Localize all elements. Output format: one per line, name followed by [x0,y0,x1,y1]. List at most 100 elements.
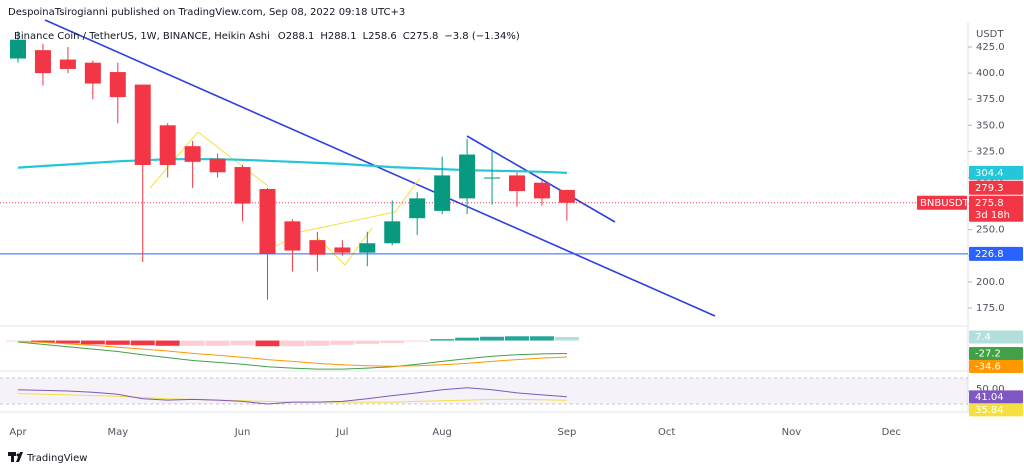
rsi-line [17,387,567,405]
macd-histogram-bar [30,340,55,343]
macd-histogram-bar [430,339,455,341]
candle-body [259,188,276,254]
x-tick-label: Dec [882,427,901,438]
candle-body [558,189,575,203]
macd-line [17,341,567,370]
macd-histogram-bar [280,340,305,347]
candle-body [284,221,301,251]
macd-histogram-bar [380,340,405,343]
x-tick-label: Oct [658,427,675,438]
ma-price-tag-bg [969,165,1023,180]
level-price-tag: 226.8 [975,249,1004,260]
macd-histogram-bar [505,336,529,341]
candle-body [509,175,525,192]
signal-tag-bg [969,359,1023,373]
y-tick-label: 250.0 [976,225,1005,236]
logo [8,452,23,462]
x-tick-label: Jun [234,427,251,438]
logo-mark [11,456,14,462]
trend-line [44,19,716,317]
candle-body [134,84,151,165]
y-tick-label: 400.0 [976,68,1005,79]
y-tick-label: 200.0 [976,277,1005,288]
plot-area [0,31,968,405]
macd-histogram-bar [405,340,430,342]
macd-histogram-bar [180,340,205,346]
trend-line [466,135,616,223]
ohlc-value: O288.1 [278,31,315,42]
x-tick-label: May [107,427,128,438]
candle-body [59,59,76,69]
y-tick-label: 425.0 [976,42,1005,53]
ohlc-value: C275.8 [403,31,439,42]
histogram-tag: 7.4 [975,332,991,343]
moving-average [17,158,567,174]
candle-body [459,154,476,199]
candle-body [384,221,401,244]
macd-histogram-bar [255,340,280,347]
rsi-ma-tag: 35.84 [975,405,1004,416]
publisher-line: DespoinaTsirogianni published on Trading… [8,7,405,18]
x-tick-label: Nov [782,427,802,438]
x-tick-label: Apr [9,427,27,438]
logo-mark [16,452,23,462]
macd-histogram-bar [554,337,579,341]
candle-body [409,198,426,219]
candle-body [159,125,176,165]
rsi-tag: 41.04 [975,392,1004,403]
signal-tag: -34.6 [975,361,1001,372]
macd-histogram-bar [455,337,480,341]
y-tick-label: 375.0 [976,94,1005,105]
candle-body [533,182,550,199]
rsi-tick-label: 50.00 [976,384,1005,395]
level-price-tag-bg [969,246,1023,261]
macd-histogram-bar [305,340,330,346]
candle-body [234,167,251,204]
x-tick-label: Jul [335,427,348,438]
macd-tag-bg [969,346,1023,360]
macd-histogram-bar [130,340,155,346]
ma-price-tag: 304.4 [975,168,1004,179]
x-tick-label: Sep [557,427,576,438]
axes: Binance Coin / TetherUS, 1W, BINANCE, He… [9,29,1023,438]
candle-body [109,72,126,98]
ohlc-value: H288.1 [320,31,356,42]
macd-histogram-bar [330,340,355,345]
macd-histogram-bar [529,336,554,341]
logo-mark [8,452,16,456]
macd-histogram-bar [480,336,505,341]
last-price-tag-bg [969,180,1023,195]
macd-histogram-bar [105,340,130,345]
x-tick-label: Aug [432,427,452,438]
countdown-tag: 3d 18h [975,210,1010,221]
y-tick-label: 325.0 [976,146,1005,157]
close-price-tag: 275.8 [975,198,1004,209]
chart-title: Binance Coin / TetherUS, 1W, BINANCE, He… [14,31,270,42]
macd-histogram-bar [155,340,180,346]
macd-histogram-bar [80,340,105,345]
candle-body [434,175,451,211]
macd-histogram-bar [355,340,380,344]
rsi-ma-tag-bg [969,403,1023,417]
macd-histogram-bar [55,340,80,344]
candle-body [359,243,376,253]
macd-histogram-bar [205,340,230,346]
macd-histogram-bar [230,340,255,346]
candle-body [34,50,51,74]
candle-body [209,158,226,173]
footer-brand: TradingView [26,453,87,464]
logo-mark [16,453,20,457]
y-tick-label: 175.0 [976,303,1005,314]
signal-line [17,341,567,367]
ohlc-value: −3.8 (−1.34%) [444,31,520,42]
close-tag-bg [969,195,1023,222]
candle-body [334,247,351,253]
candle-body [10,39,26,59]
symbol-tag: BNBUSDT [920,198,970,209]
macd-histogram-bar [6,340,30,342]
candle-body [309,240,326,255]
y-tick-label: 350.0 [976,120,1005,131]
symbol-tag-bg [917,195,967,210]
